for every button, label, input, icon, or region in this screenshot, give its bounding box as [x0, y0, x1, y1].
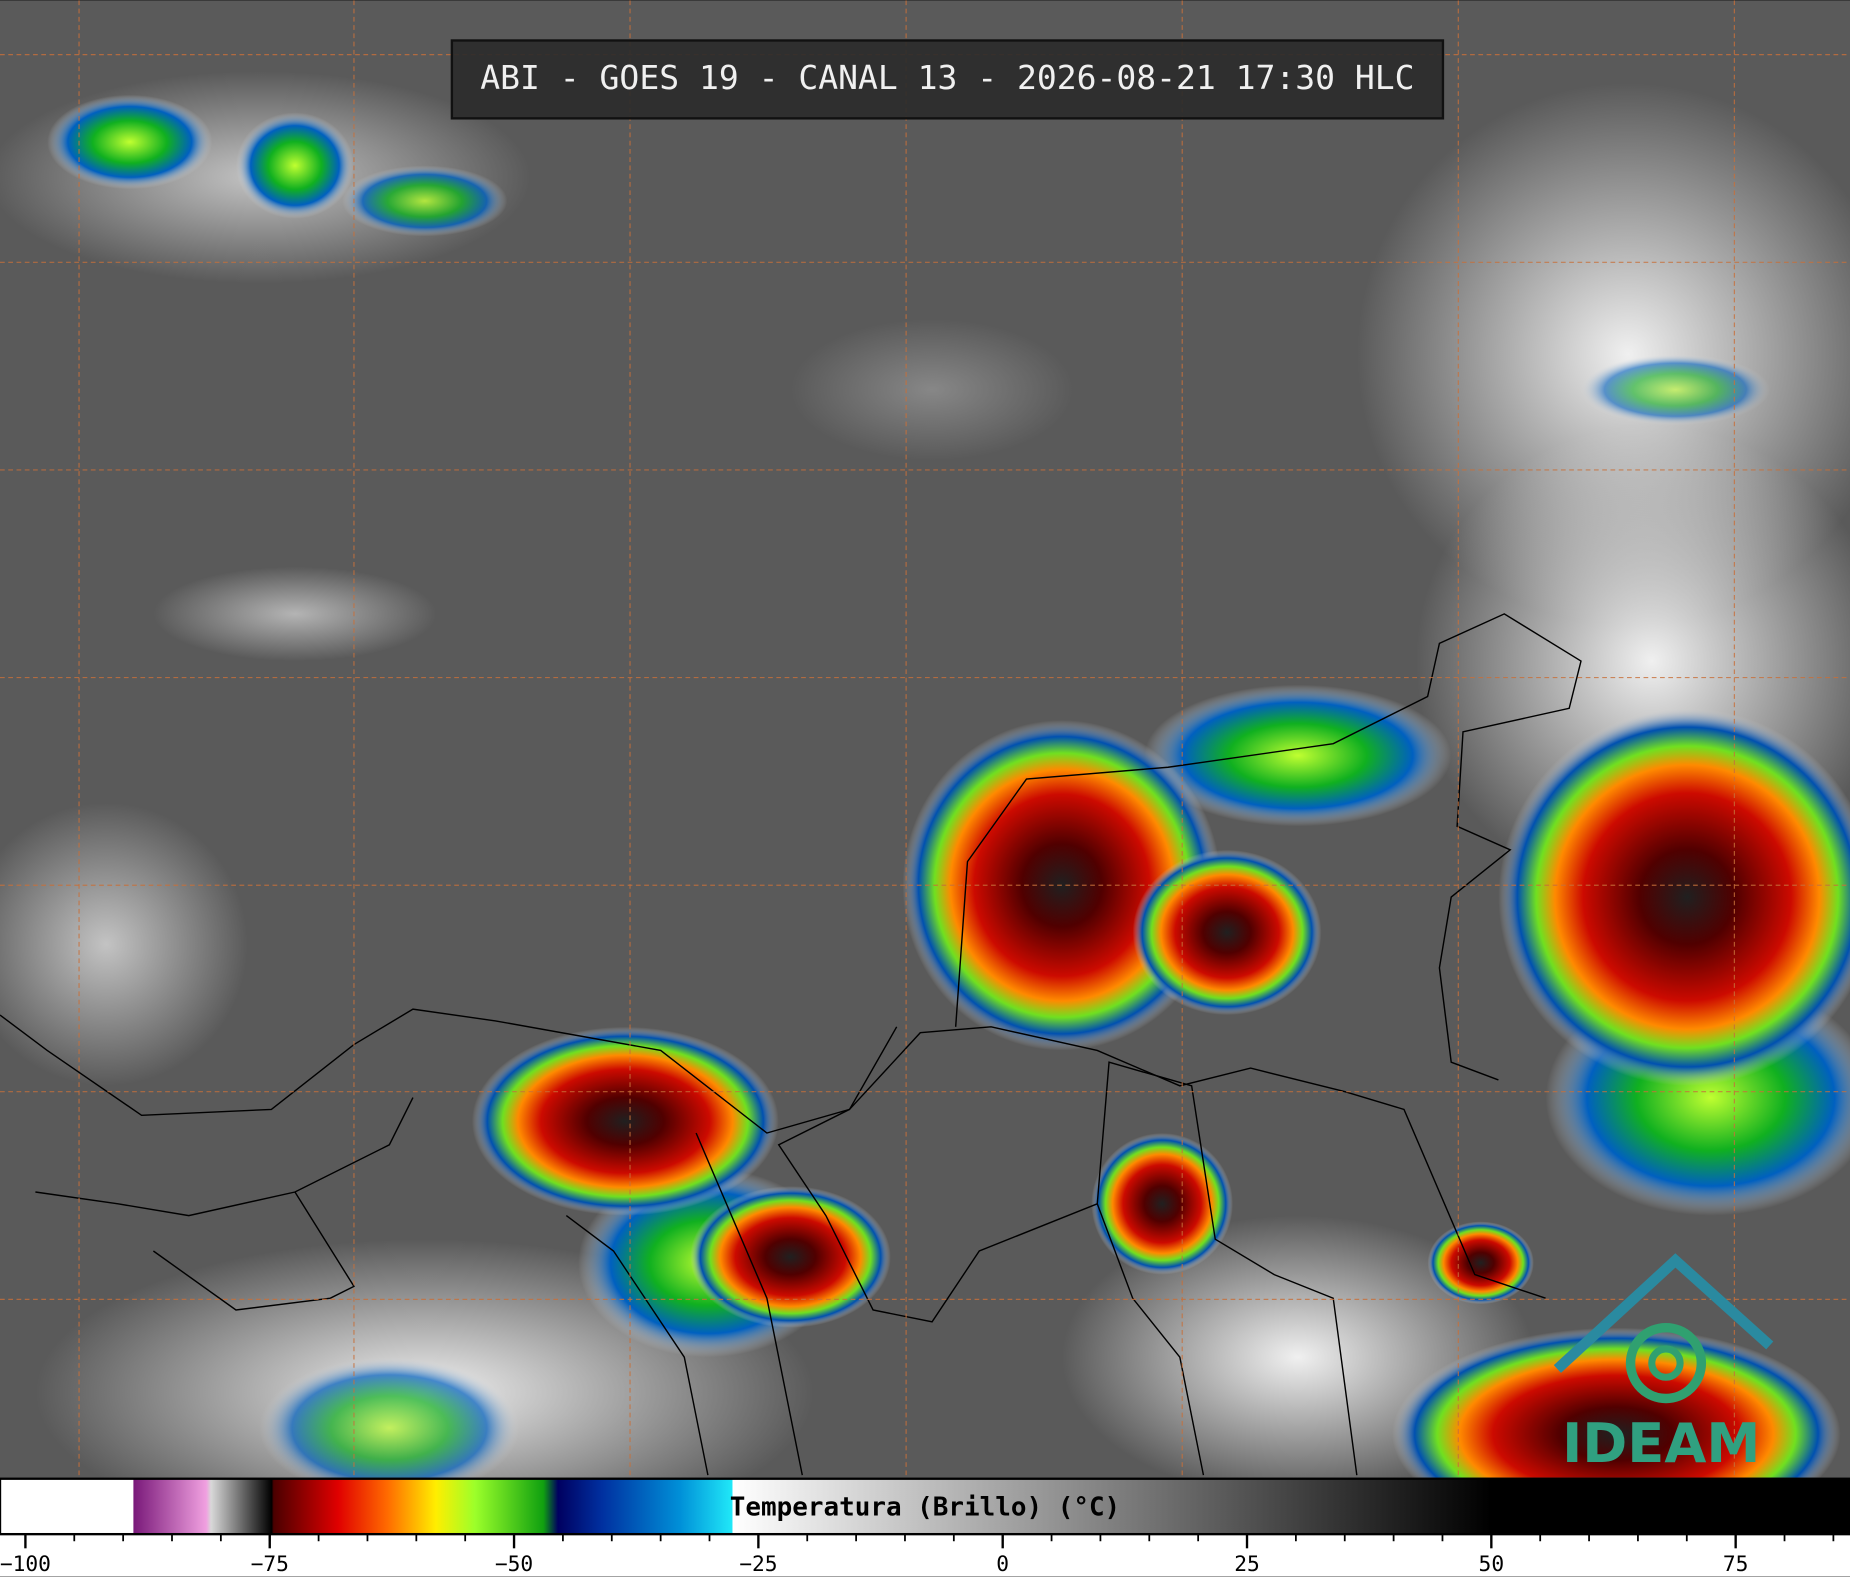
title: ABI - GOES 19 - CANAL 13 - 2026-08-21 17…	[480, 58, 1414, 97]
borders	[0, 613, 1582, 1476]
tick-label: 25	[1234, 1552, 1260, 1577]
tick-label: −25	[739, 1552, 777, 1577]
colorbar	[0, 1477, 1850, 1536]
tick-label: 50	[1479, 1552, 1505, 1577]
tick-label: −100	[0, 1552, 51, 1577]
tick-label: −75	[251, 1552, 289, 1577]
tick-label: 0	[996, 1552, 1009, 1577]
colorbar-label: Temperatura (Brillo) (°C)	[730, 1493, 1120, 1523]
logo: IDEAM	[1553, 1253, 1774, 1475]
logo-text: IDEAM	[1562, 1412, 1760, 1475]
tick-label: −50	[495, 1552, 533, 1577]
title-box	[450, 39, 1445, 120]
tick-label: 75	[1723, 1552, 1749, 1577]
colorbar-ticks: −100 −75 −50 −25 0 25 50 75	[0, 1534, 1835, 1577]
